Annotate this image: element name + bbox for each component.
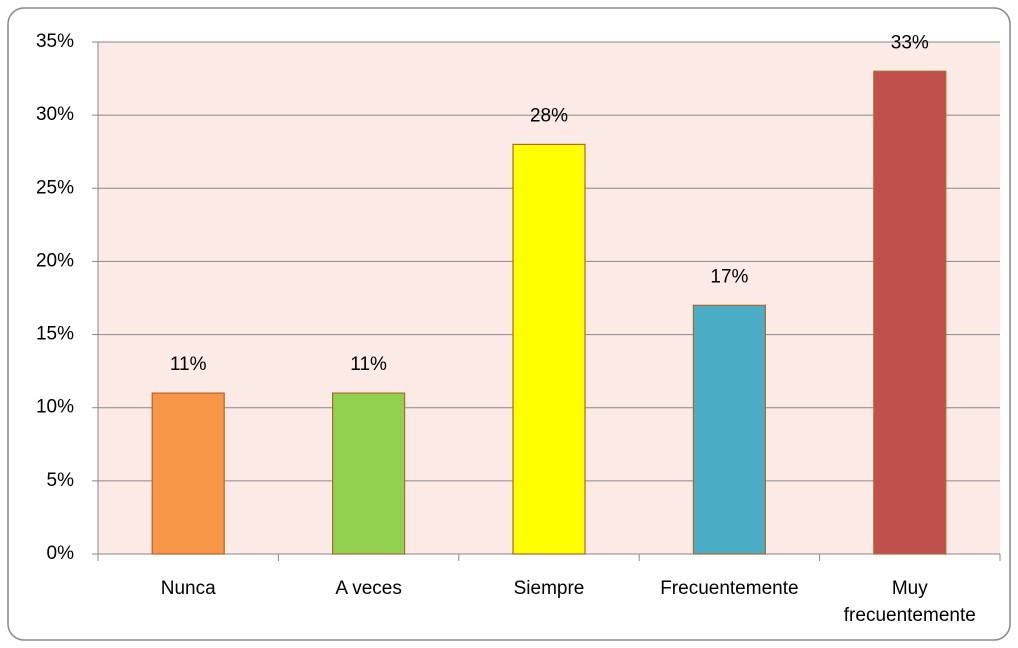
x-tick-label: A veces (335, 578, 402, 599)
bar (873, 70, 947, 555)
y-tick-label: 5% (47, 470, 75, 491)
y-tick-label: 0% (47, 543, 75, 564)
x-tick-label: Siempre (513, 578, 585, 599)
bar (151, 392, 225, 555)
bar (512, 143, 586, 555)
y-tick-label: 30% (36, 104, 74, 125)
bar (692, 304, 767, 555)
y-tick-label: 15% (36, 324, 74, 345)
y-tick-label: 35% (36, 31, 74, 52)
y-tick-label: 25% (36, 177, 74, 198)
data-label: 33% (891, 32, 929, 53)
x-tick-label: Frecuentemente (660, 578, 799, 599)
y-tick-label: 10% (36, 397, 74, 418)
x-tick-label: Nunca (160, 578, 216, 599)
x-tick-label: Muy frecuentemente (843, 578, 976, 626)
data-label: 11% (170, 354, 207, 375)
y-tick-label: 20% (36, 250, 74, 271)
data-label: 11% (350, 354, 387, 375)
bar (332, 392, 406, 555)
data-label: 28% (530, 105, 568, 126)
data-label: 17% (710, 266, 748, 287)
